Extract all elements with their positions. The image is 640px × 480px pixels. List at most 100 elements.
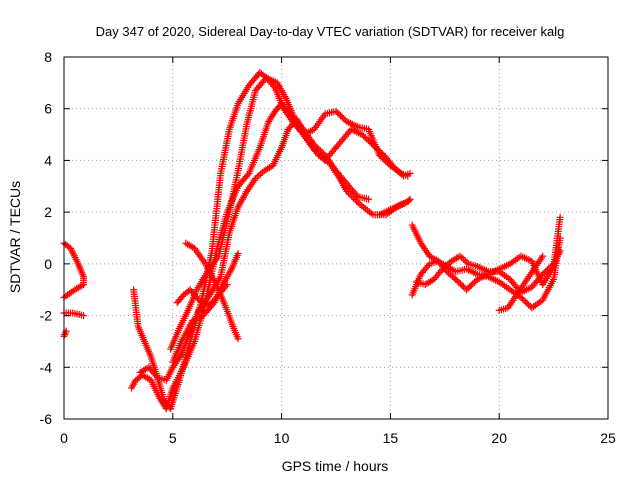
y-tick-label: -4 [40,359,53,375]
data-point [461,257,469,265]
y-tick-label: 2 [44,204,52,220]
x-tick-label: 20 [491,430,507,446]
y-tick-label: 8 [44,49,52,65]
data-point [539,270,547,278]
data-point [234,335,242,343]
x-tick-label: 25 [600,430,616,446]
data-point [338,113,346,121]
data-point [522,298,530,306]
data-point [255,171,263,179]
data-point [61,331,69,339]
data-point [424,262,432,270]
data-point [446,271,454,279]
data-point [556,234,564,242]
data-point [354,199,362,207]
data-point [458,281,466,289]
data-point [466,283,474,291]
data-point [540,269,548,277]
data-point [257,170,265,178]
data-point [366,138,374,146]
data-point [364,136,372,144]
series-arc-15 [495,252,547,314]
axis-ticks: 0 5 10 15 20 25 -6 -4 -2 0 2 4 6 8 [40,49,616,446]
x-tick-label: 10 [274,430,290,446]
data-point [244,171,252,179]
data-point [452,275,460,283]
series-arc-11 [376,195,414,219]
data-point [152,372,160,380]
data-point [539,252,547,260]
data-point [312,148,320,156]
data-point [470,278,478,286]
data-point [406,195,414,203]
data-point [340,115,348,123]
data-point [360,132,368,140]
data-point [365,195,373,203]
data-point [453,277,461,285]
data-point [464,284,472,292]
data-point [525,301,533,309]
y-tick-label: 6 [44,101,52,117]
data-point [455,278,463,286]
y-axis-label: SDTVAR / TECUs [7,181,23,293]
data-point [363,135,371,143]
data-point [405,197,413,205]
data-point [353,197,361,205]
data-point [377,148,385,156]
data-point [316,152,324,160]
series-arc-7 [167,74,414,353]
data-point [389,163,397,171]
data-point [335,110,343,118]
data-point [458,254,466,262]
data-point [556,213,564,221]
data-point [542,267,550,275]
y-tick-label: -6 [40,411,53,427]
series-arc-10 [173,281,231,309]
data-point [349,194,357,202]
data-point [467,281,475,289]
data-point [348,192,356,200]
data-point [310,146,318,154]
y-tick-label: -2 [40,308,53,324]
data-point [61,329,69,337]
data-point [371,142,379,150]
series-arc-14 [413,247,564,296]
data-point [463,286,471,294]
data-point [375,147,383,155]
y-tick-label: 0 [44,256,52,272]
plot-frame [63,56,609,420]
data-point [519,295,527,303]
data-point [545,264,553,272]
data-point [523,299,531,307]
data-point [556,247,564,255]
x-tick-label: 15 [383,430,399,446]
data-point [234,250,242,258]
data-point [448,272,456,280]
data-point [437,267,445,275]
data-point [459,283,467,291]
data-point [337,112,345,120]
data-point [318,153,326,161]
data-point [343,187,351,195]
data-point [543,266,551,274]
chart-title: Day 347 of 2020, Sidereal Day-to-day VTE… [96,24,565,39]
data-point [346,191,354,199]
y-tick-label: 4 [44,152,52,168]
data-point [374,145,382,153]
data-point [80,312,88,320]
x-tick-label: 5 [169,430,177,446]
data-point [313,149,321,157]
series-arc-3 [60,327,70,340]
x-axis-label: GPS time / hours [282,458,389,474]
data-point [367,139,375,147]
data-markers [60,69,564,413]
data-point [369,141,377,149]
data-point [469,280,477,288]
data-point [315,151,323,159]
data-point [372,144,380,152]
data-point [456,280,464,288]
data-point [351,196,359,204]
x-tick-label: 0 [60,430,68,446]
data-point [345,189,353,197]
